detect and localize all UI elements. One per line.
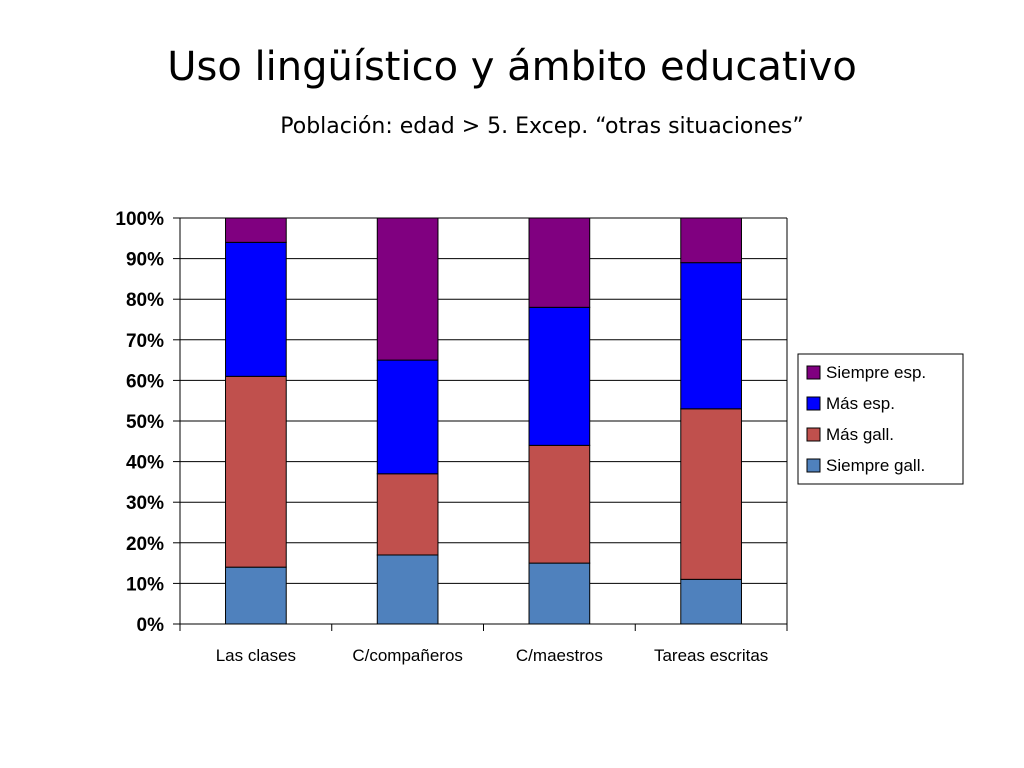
bar-segment <box>680 578 742 625</box>
legend-swatch <box>806 396 821 411</box>
axes: 0% 10% 20% 30% 40% 50% 60% 70% 80% 90% 100% Las cla… <box>115 209 788 665</box>
bar-segment <box>225 217 287 243</box>
slide-title: Uso lingüístico y ámbito educativo <box>167 44 857 90</box>
legend-label: Más esp. <box>826 394 895 413</box>
legend-label: Más gall. <box>826 425 894 444</box>
y-tick-label: 60% <box>126 371 164 392</box>
legend-swatch <box>806 458 821 473</box>
legend-label: Siempre gall. <box>826 456 925 475</box>
bar-segment <box>225 241 287 377</box>
bar-segment <box>376 359 439 475</box>
x-category-label: Tareas escritas <box>654 646 768 665</box>
bar-segment <box>528 444 591 564</box>
legend-swatch <box>806 365 821 380</box>
x-category-label: C/maestros <box>516 646 603 665</box>
y-tick-label: 10% <box>126 574 164 595</box>
legend-box <box>797 353 964 485</box>
bar-segment <box>225 566 287 625</box>
slide-subtitle: Población: edad > 5. Excep. “otras situa… <box>280 114 804 139</box>
x-category-label: Las clases <box>216 646 296 665</box>
y-tick-label: 30% <box>126 493 164 514</box>
y-tick-label: 100% <box>115 209 164 230</box>
bar-segment <box>376 554 439 625</box>
bar-segment <box>528 217 591 308</box>
bar-segment <box>376 473 439 556</box>
x-category-label: C/compañeros <box>352 646 463 665</box>
y-tick-label: 40% <box>126 453 164 474</box>
y-tick-label: 90% <box>126 250 164 271</box>
bar-segment <box>376 217 439 361</box>
bars <box>225 217 742 625</box>
y-tick-label: 70% <box>126 331 164 352</box>
y-tick-label: 50% <box>126 412 164 433</box>
bar-segment <box>680 262 742 410</box>
legend-swatch <box>806 427 821 442</box>
y-tick-label: 80% <box>126 290 164 311</box>
bar-segment <box>528 306 591 446</box>
legend-label: Siempre esp. <box>826 363 926 382</box>
y-tick-label: 0% <box>137 615 165 636</box>
bar-segment <box>528 562 591 625</box>
bar-segment <box>225 375 287 568</box>
bar-segment <box>680 217 742 264</box>
bar-segment <box>680 408 742 580</box>
y-tick-label: 20% <box>126 534 164 555</box>
legend: Siempre esp. Más esp. Más gall. Siempre gal… <box>797 353 964 485</box>
